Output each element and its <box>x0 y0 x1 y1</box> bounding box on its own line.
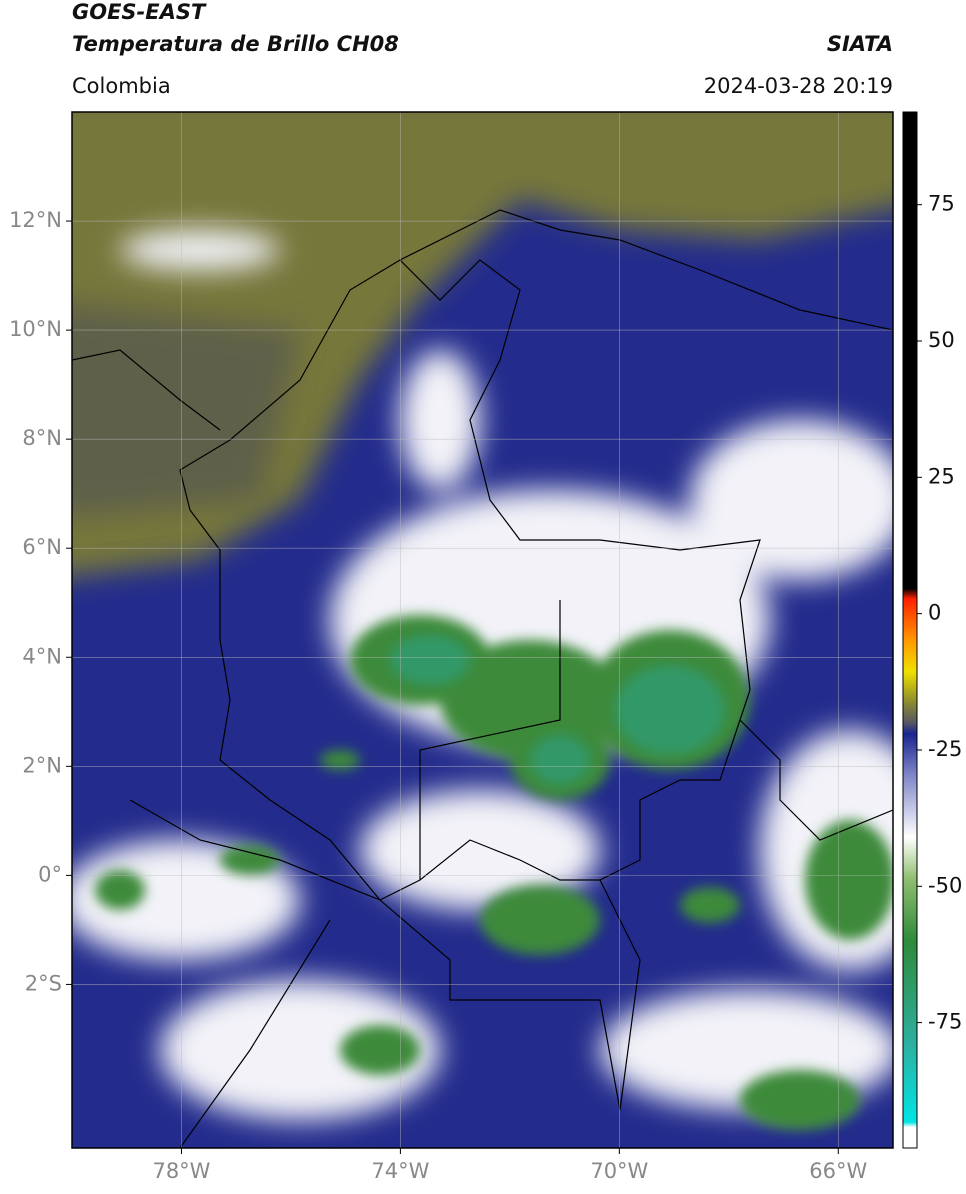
y-tick-label: 4°N <box>22 644 62 668</box>
x-tick-label: 70°W <box>590 1159 648 1183</box>
colorbar-tick-label: 75 <box>928 192 955 216</box>
y-tick-label: 12°N <box>9 208 62 232</box>
y-tick-label: 0° <box>38 862 62 886</box>
colorbar-tick-label: -50 <box>928 873 962 897</box>
x-tick-label: 66°W <box>809 1159 867 1183</box>
colorbar-tick-label: 0 <box>928 601 941 625</box>
y-tick-label: 6°N <box>22 535 62 559</box>
colorbar-tick-label: -25 <box>928 737 962 761</box>
colorbar-tick-label: 25 <box>928 464 955 488</box>
colorbar-tick-label: 50 <box>928 328 955 352</box>
subtitle: Temperatura de Brillo CH08 <box>72 32 399 56</box>
colorbar <box>902 111 918 1149</box>
satellite-image <box>72 112 893 1148</box>
map-frame <box>71 111 894 1149</box>
source: SIATA <box>827 32 893 56</box>
region: Colombia <box>72 74 171 98</box>
y-tick-label: 2°N <box>22 753 62 777</box>
timestamp: 2024-03-28 20:19 <box>704 74 893 98</box>
title: GOES-EAST <box>72 0 207 24</box>
y-tick-label: 2°S <box>25 971 62 995</box>
y-tick-label: 10°N <box>9 317 62 341</box>
x-tick-label: 74°W <box>371 1159 429 1183</box>
y-tick-label: 8°N <box>22 426 62 450</box>
colorbar-tick-label: -75 <box>928 1010 962 1034</box>
x-tick-label: 78°W <box>152 1159 210 1183</box>
